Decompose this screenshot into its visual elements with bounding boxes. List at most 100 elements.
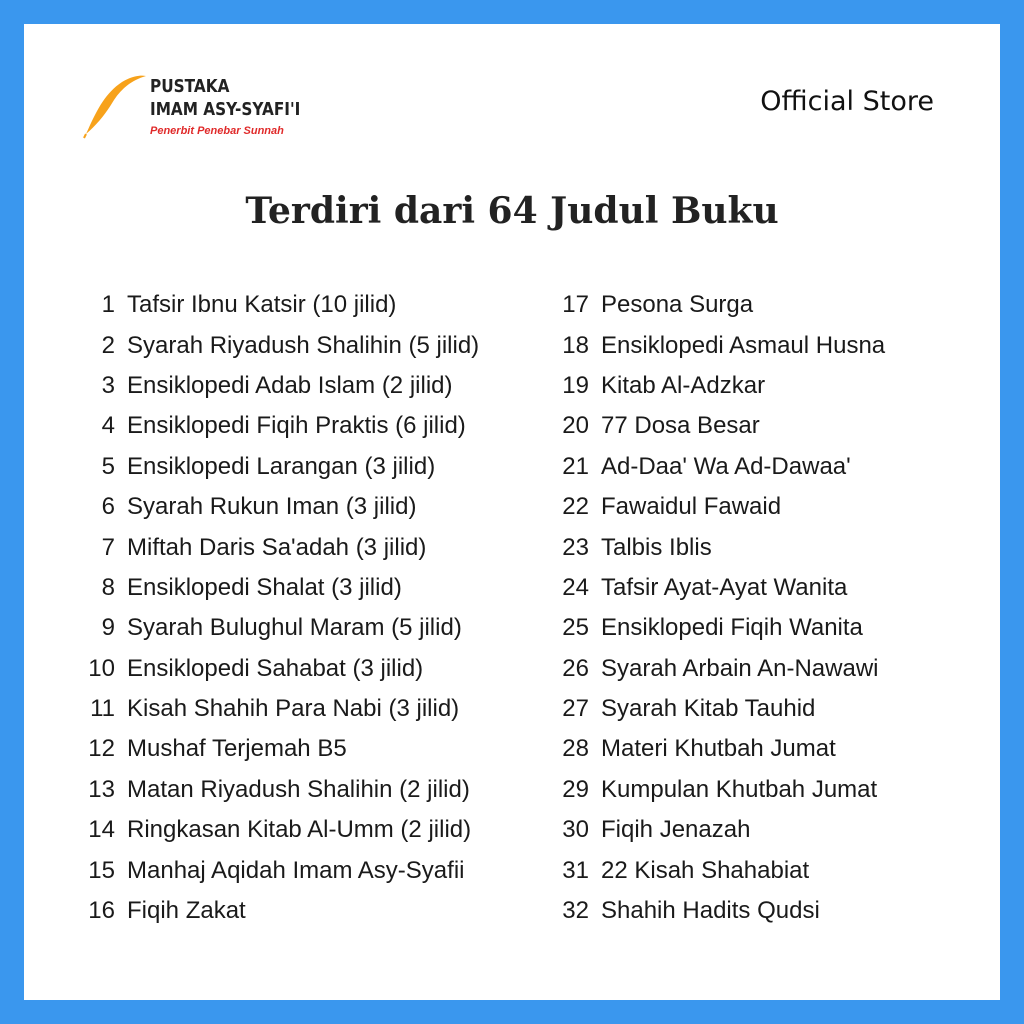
book-number: 4 (101, 412, 115, 440)
feather-logo-icon (83, 75, 146, 139)
book-list-item: 8 Ensiklopedi Shalat (3 jilid) (82, 568, 479, 608)
book-list-item: 22 Fawaidul Fawaid (556, 487, 885, 527)
book-title: Fawaidul Fawaid (601, 493, 782, 521)
book-title: Syarah Rukun Iman (3 jilid) (127, 493, 417, 521)
brand-tagline: Penerbit Penebar Sunnah (150, 125, 284, 137)
book-title: Ensiklopedi Asmaul Husna (601, 331, 886, 359)
book-number: 26 (562, 654, 589, 682)
book-title: Talbis Iblis (601, 533, 712, 561)
book-number: 23 (562, 533, 589, 561)
book-list-item: 1 Tafsir Ibnu Katsir (10 jilid) (82, 285, 479, 325)
book-number: 14 (88, 816, 115, 844)
book-title: Manhaj Aqidah Imam Asy-Syafii (127, 856, 465, 884)
book-title: Ensiklopedi Adab Islam (2 jilid) (127, 371, 453, 399)
book-title: 77 Dosa Besar (601, 412, 760, 440)
book-list-item: 24 Tafsir Ayat-Ayat Wanita (556, 568, 885, 608)
book-list-item: 4 Ensiklopedi Fiqih Praktis (6 jilid) (82, 406, 479, 446)
book-list-item: 15 Manhaj Aqidah Imam Asy-Syafii (82, 850, 479, 890)
book-number: 29 (562, 775, 589, 803)
book-title: Fiqih Zakat (127, 897, 246, 925)
book-number: 18 (562, 331, 589, 359)
book-title: Tafsir Ibnu Katsir (10 jilid) (127, 291, 397, 319)
book-title: Syarah Bulughul Maram (5 jilid) (127, 614, 462, 642)
book-number: 20 (562, 412, 589, 440)
book-title: Miftah Daris Sa'adah (3 jilid) (127, 533, 427, 561)
book-title: Matan Riyadush Shalihin (2 jilid) (127, 775, 470, 803)
book-list-item: 26 Syarah Arbain An-Nawawi (556, 649, 885, 689)
book-number: 1 (101, 291, 115, 319)
official-store-label: Official Store (760, 86, 934, 117)
book-number: 16 (88, 897, 115, 925)
book-number: 10 (88, 654, 115, 682)
book-list-item: 2 Syarah Riyadush Shalihin (5 jilid) (82, 325, 480, 365)
book-list-item: 27 Syarah Kitab Tauhid (556, 689, 885, 729)
book-number: 27 (562, 695, 589, 723)
book-list-item: 5 Ensiklopedi Larangan (3 jilid) (82, 447, 479, 487)
brand-name-line2: IMAM ASY-SYAFI'I (150, 99, 301, 120)
book-number: 8 (101, 573, 115, 601)
book-title: Kitab Al-Adzkar (601, 371, 766, 399)
book-list-item: 21 Ad-Daa' Wa Ad-Dawaa' (556, 447, 885, 487)
book-list-item: 14 Ringkasan Kitab Al-Umm (2 jilid) (82, 810, 479, 850)
book-number: 32 (562, 897, 589, 925)
book-number: 30 (562, 816, 589, 844)
book-title: 22 Kisah Shahabiat (601, 856, 810, 884)
book-list-item: 16 Fiqih Zakat (82, 891, 479, 931)
book-list-item: 32 Shahih Hadits Qudsi (556, 891, 885, 931)
book-list-item: 3 Ensiklopedi Adab Islam (2 jilid) (82, 366, 479, 406)
book-number: 12 (88, 735, 115, 763)
book-number: 21 (562, 452, 589, 480)
book-list-item: 28 Materi Khutbah Jumat (556, 729, 885, 769)
book-list-item: 7 Miftah Daris Sa'adah (3 jilid) (82, 527, 479, 567)
book-title: Tafsir Ayat-Ayat Wanita (601, 573, 848, 601)
book-list-right: 17 Pesona Surga 18 Ensiklopedi Asmaul Husna… (556, 285, 885, 931)
book-number: 24 (562, 573, 589, 601)
book-title: Mushaf Terjemah B5 (127, 735, 347, 763)
card (24, 24, 1000, 1000)
book-title: Ensiklopedi Larangan (3 jilid) (127, 452, 436, 480)
page-title: Terdiri dari 64 Judul Buku (245, 190, 779, 232)
book-title: Ensiklopedi Sahabat (3 jilid) (127, 654, 424, 682)
book-number: 11 (90, 695, 115, 723)
book-number: 3 (101, 371, 115, 399)
book-title: Shahih Hadits Qudsi (601, 897, 820, 925)
book-number: 28 (562, 735, 589, 763)
book-number: 31 (562, 856, 589, 884)
book-list-item: 10 Ensiklopedi Sahabat (3 jilid) (82, 649, 479, 689)
book-title: Materi Khutbah Jumat (601, 735, 836, 763)
brand-name-line1: PUSTAKA (150, 76, 230, 97)
book-list-item: 29 Kumpulan Khutbah Jumat (556, 770, 885, 810)
book-title: Pesona Surga (601, 291, 754, 319)
book-title: Ensiklopedi Shalat (3 jilid) (127, 573, 402, 601)
book-title: Ensiklopedi Fiqih Wanita (601, 614, 863, 642)
book-list-item: 13 Matan Riyadush Shalihin (2 jilid) (82, 770, 479, 810)
book-list-left: 1 Tafsir Ibnu Katsir (10 jilid) 2 Syarah Ri… (82, 285, 479, 931)
book-title: Syarah Kitab Tauhid (601, 695, 816, 723)
book-list-item: 18 Ensiklopedi Asmaul Husna (556, 325, 885, 365)
book-number: 22 (562, 493, 589, 521)
book-title: Ringkasan Kitab Al-Umm (2 jilid) (127, 816, 472, 844)
book-number: 13 (88, 775, 115, 803)
book-number: 5 (101, 452, 115, 480)
book-title: Syarah Riyadush Shalihin (5 jilid) (127, 331, 480, 359)
book-list-item: 9 Syarah Bulughul Maram (5 jilid) (82, 608, 479, 648)
book-title: Kumpulan Khutbah Jumat (601, 775, 878, 803)
book-title: Kisah Shahih Para Nabi (3 jilid) (127, 695, 460, 723)
book-list-item: 30 Fiqih Jenazah (556, 810, 885, 850)
book-list-item: 31 22 Kisah Shahabiat (556, 850, 885, 890)
book-title: Fiqih Jenazah (601, 816, 751, 844)
book-number: 6 (101, 493, 115, 521)
book-number: 9 (101, 614, 115, 642)
book-list-item: 11 Kisah Shahih Para Nabi (3 jilid) (82, 689, 479, 729)
book-number: 2 (101, 331, 115, 359)
book-title: Ad-Daa' Wa Ad-Dawaa' (601, 452, 851, 480)
book-list-item: 20 77 Dosa Besar (556, 406, 885, 446)
book-number: 17 (562, 291, 589, 319)
book-title: Syarah Arbain An-Nawawi (601, 654, 879, 682)
book-list-item: 19 Kitab Al-Adzkar (556, 366, 885, 406)
book-list-item: 25 Ensiklopedi Fiqih Wanita (556, 608, 885, 648)
book-number: 7 (101, 533, 115, 561)
book-number: 19 (562, 371, 589, 399)
book-list-item: 6 Syarah Rukun Iman (3 jilid) (82, 487, 479, 527)
book-number: 25 (562, 614, 589, 642)
